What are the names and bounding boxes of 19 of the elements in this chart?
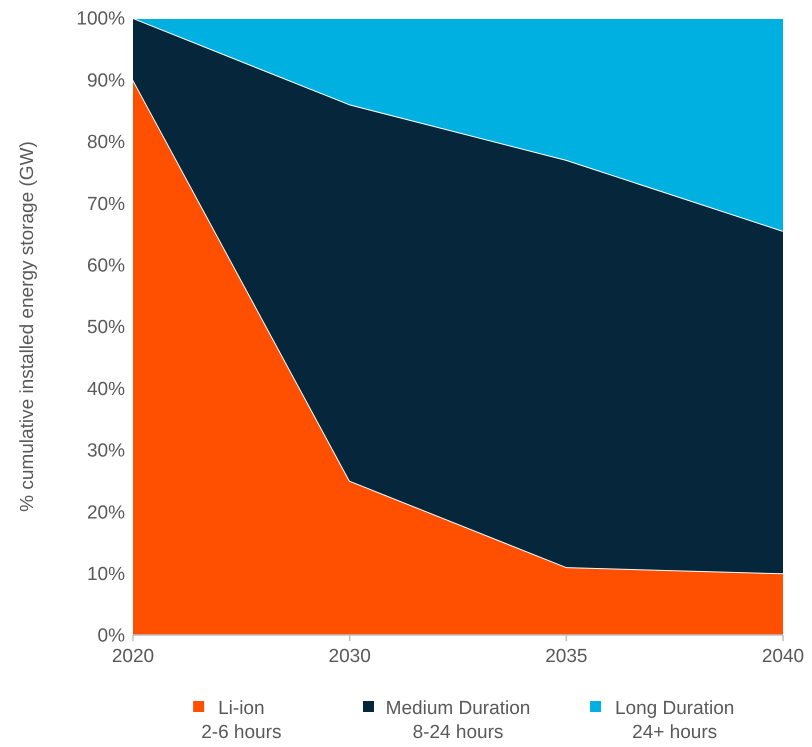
y-tick-label: 80% xyxy=(86,132,126,154)
y-tick-label: 30% xyxy=(86,440,126,462)
legend-label: Long Duration 24+ hours xyxy=(614,698,734,743)
y-tick-label: 100% xyxy=(76,8,126,30)
y-tick-label: 40% xyxy=(86,378,126,400)
y-tick-label: 50% xyxy=(86,317,126,338)
y-tick-label: 0% xyxy=(98,626,126,647)
y-tick-label: 90% xyxy=(86,70,126,92)
x-tick-label: 2040 xyxy=(762,646,804,667)
y-tick-label: 70% xyxy=(86,194,126,215)
y-tick-label: 10% xyxy=(86,564,126,585)
legend-label: Medium Duration 8-24 hours xyxy=(386,698,530,743)
legend-label: Li-ion 2-6 hours xyxy=(201,698,282,743)
x-tick-label: 2035 xyxy=(545,646,588,667)
y-axis-title: % cumulative installed energy storage (GW) xyxy=(17,141,38,512)
x-tick-label: 2020 xyxy=(112,646,154,667)
y-tick-label: 20% xyxy=(86,502,126,524)
y-tick-label: 60% xyxy=(86,255,126,276)
x-tick-label: 2030 xyxy=(328,646,371,667)
